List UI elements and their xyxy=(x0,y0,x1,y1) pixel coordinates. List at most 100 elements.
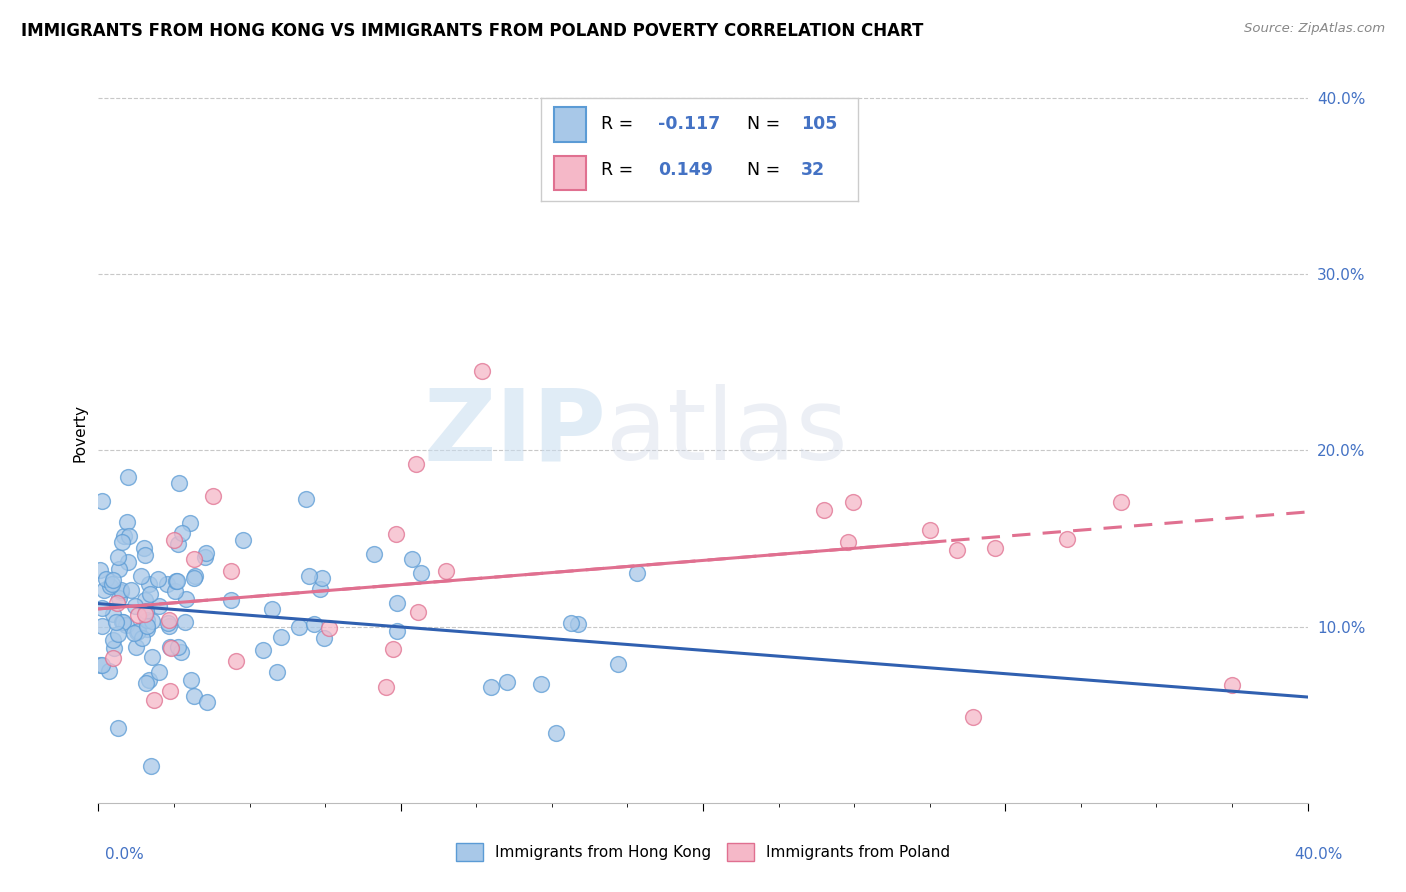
Point xyxy=(141,759,163,773)
Point xyxy=(148,599,170,613)
Point xyxy=(107,721,129,735)
Point xyxy=(124,599,146,613)
Point xyxy=(318,622,340,636)
Point xyxy=(288,620,311,634)
Point xyxy=(127,625,149,640)
Point xyxy=(183,571,205,585)
Point xyxy=(184,568,207,582)
Point xyxy=(837,535,859,549)
Text: Source: ZipAtlas.com: Source: ZipAtlas.com xyxy=(1244,22,1385,36)
Point xyxy=(163,533,186,548)
Point xyxy=(232,533,254,548)
Point xyxy=(401,552,423,566)
Point xyxy=(134,541,156,555)
Point xyxy=(1220,678,1243,692)
FancyBboxPatch shape xyxy=(554,107,586,142)
Point xyxy=(89,563,111,577)
Point xyxy=(135,613,157,627)
Point xyxy=(127,607,149,622)
Point xyxy=(118,529,141,543)
Point xyxy=(311,571,333,585)
Point xyxy=(89,658,111,673)
Point xyxy=(375,680,398,694)
Point xyxy=(105,596,128,610)
Point xyxy=(138,576,160,591)
Point xyxy=(127,624,149,638)
Point xyxy=(110,585,132,599)
Point xyxy=(495,674,517,689)
Y-axis label: Poverty: Poverty xyxy=(72,403,87,462)
Point xyxy=(179,516,201,530)
Point xyxy=(195,546,218,560)
Point xyxy=(135,618,157,632)
Point xyxy=(112,615,135,629)
Point xyxy=(90,619,112,633)
Point xyxy=(195,695,218,709)
Point xyxy=(166,574,188,588)
Point xyxy=(167,537,190,551)
Text: -0.117: -0.117 xyxy=(658,115,721,133)
Point xyxy=(201,489,224,503)
Point xyxy=(98,579,121,593)
Point xyxy=(138,673,160,687)
Point xyxy=(384,526,406,541)
Point xyxy=(105,615,128,629)
Point xyxy=(302,616,325,631)
Point xyxy=(107,626,129,640)
Point xyxy=(103,633,125,648)
Point xyxy=(544,726,567,740)
Text: 105: 105 xyxy=(801,115,837,133)
Point xyxy=(962,709,984,723)
Point xyxy=(163,584,186,599)
Point xyxy=(363,547,385,561)
Point xyxy=(567,617,589,632)
Point xyxy=(813,503,835,517)
Point xyxy=(252,643,274,657)
Point xyxy=(135,676,157,690)
Point xyxy=(91,601,114,615)
Point xyxy=(124,625,146,640)
Point xyxy=(94,572,117,586)
Point xyxy=(146,572,169,586)
Point xyxy=(117,555,139,569)
Point xyxy=(117,469,139,483)
Point xyxy=(110,582,132,597)
Point xyxy=(165,574,187,588)
Point xyxy=(101,607,124,621)
Point xyxy=(156,615,179,630)
Point xyxy=(108,562,131,576)
Point xyxy=(385,596,408,610)
Point xyxy=(111,535,134,549)
Point xyxy=(90,493,112,508)
Point xyxy=(125,640,148,654)
Point xyxy=(946,543,969,558)
Point xyxy=(148,665,170,679)
Point xyxy=(385,624,408,638)
Text: 0.0%: 0.0% xyxy=(105,847,145,862)
Point xyxy=(406,605,429,619)
Point xyxy=(309,582,332,597)
Point xyxy=(298,568,321,582)
Point xyxy=(159,619,181,633)
Text: N =: N = xyxy=(747,115,780,133)
Point xyxy=(115,515,138,529)
Point xyxy=(129,569,152,583)
Point xyxy=(530,676,553,690)
Text: ZIP: ZIP xyxy=(423,384,606,481)
Point xyxy=(314,632,336,646)
Point xyxy=(134,593,156,607)
Point xyxy=(108,591,131,605)
Point xyxy=(134,548,156,562)
Point xyxy=(219,592,242,607)
Point xyxy=(262,601,284,615)
Point xyxy=(270,630,292,644)
Point xyxy=(411,566,433,580)
Point xyxy=(167,475,190,490)
Point xyxy=(479,680,502,694)
Point xyxy=(139,587,162,601)
Point xyxy=(382,642,405,657)
Point xyxy=(626,566,648,580)
Point xyxy=(112,529,135,543)
Point xyxy=(141,614,163,628)
Point xyxy=(174,592,197,607)
